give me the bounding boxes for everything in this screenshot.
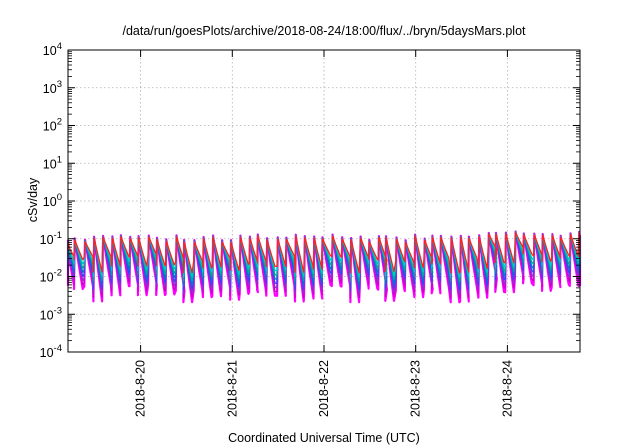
y-tick-label: 102 (43, 117, 62, 134)
y-axis-label: cSv/day (26, 177, 40, 222)
x-tick-label: 2018-8-24 (500, 360, 514, 417)
x-tick-label: 2018-8-20 (134, 360, 148, 417)
y-tick-label: 100 (43, 192, 62, 209)
y-tick-label: 10-4 (40, 343, 62, 360)
grid-lines (68, 50, 580, 352)
x-axis-label: Coordinated Universal Time (UTC) (228, 431, 420, 445)
y-axis: 10-4 10-3 10-2 10-1 100 101 102 103 104 (40, 41, 580, 360)
x-tick-label: 2018-8-23 (409, 360, 423, 417)
y-tick-label: 10-2 (40, 268, 62, 285)
y-tick-label: 101 (43, 154, 62, 171)
y-tick-label: 103 (43, 79, 62, 96)
series-line (67, 231, 581, 274)
x-tick-label: 2018-8-21 (225, 360, 239, 417)
plot-series (66, 230, 582, 304)
y-tick-label: 10-3 (40, 305, 62, 322)
x-axis: 2018-8-20 2018-8-21 2018-8-22 2018-8-23 2018… (134, 50, 514, 417)
chart-title: /data/run/goesPlots/archive/2018-08-24/1… (122, 24, 526, 38)
y-tick-label: 104 (43, 41, 62, 58)
x-tick-label: 2018-8-22 (317, 360, 331, 417)
y-tick-label: 10-1 (40, 230, 62, 247)
